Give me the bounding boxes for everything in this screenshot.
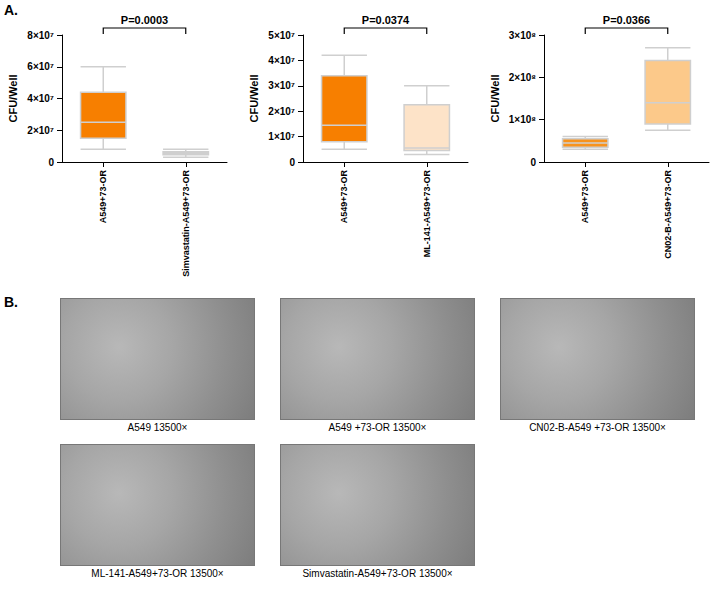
svg-text:5×10⁷: 5×10⁷: [268, 30, 295, 41]
svg-text:8×10⁷: 8×10⁷: [27, 30, 54, 41]
svg-text:4×10⁷: 4×10⁷: [27, 93, 54, 104]
svg-text:0: 0: [48, 157, 54, 168]
svg-text:CN02-B-A549+73-OR: CN02-B-A549+73-OR: [663, 170, 673, 259]
svg-text:2×10⁷: 2×10⁷: [27, 125, 54, 136]
svg-text:1×10⁷: 1×10⁷: [268, 131, 295, 142]
svg-text:CFU/Well: CFU/Well: [248, 74, 260, 122]
svg-text:A549+73-OR: A549+73-OR: [98, 170, 108, 224]
html-text:ML-141-A549+73-OR 13500×: ML-141-A549+73-OR 13500×: [91, 568, 224, 579]
html-text:A549 +73-OR 13500×: A549 +73-OR 13500×: [328, 422, 427, 433]
svg-text:2×10⁷: 2×10⁷: [268, 106, 295, 117]
svg-text:ML-141-A549+73-OR: ML-141-A549+73-OR: [422, 170, 432, 258]
html-text:A549 13500×: A549 13500×: [127, 422, 188, 433]
svg-text:3×10⁸: 3×10⁸: [509, 30, 537, 41]
svg-text:0: 0: [289, 157, 295, 168]
svg-text:P=0.0374: P=0.0374: [362, 14, 410, 26]
html-text:Simvastatin-A549+73-OR 13500×: Simvastatin-A549+73-OR 13500×: [302, 568, 453, 579]
svg-text:3×10⁷: 3×10⁷: [268, 80, 295, 91]
html-text:A.: A.: [4, 2, 18, 18]
svg-text:A549+73-OR: A549+73-OR: [339, 170, 349, 224]
html-text:CN02-B-A549 +73-OR 13500×: CN02-B-A549 +73-OR 13500×: [529, 422, 666, 433]
svg-text:6×10⁷: 6×10⁷: [27, 61, 54, 72]
svg-text:CFU/Well: CFU/Well: [7, 74, 19, 122]
svg-text:Simvastatin-A549+73-OR: Simvastatin-A549+73-OR: [181, 170, 191, 277]
svg-text:1×10⁸: 1×10⁸: [509, 114, 537, 125]
svg-text:2×10⁸: 2×10⁸: [509, 72, 537, 83]
svg-text:P=0.0003: P=0.0003: [121, 14, 168, 26]
html-text:B.: B.: [4, 294, 18, 310]
svg-text:P=0.0366: P=0.0366: [603, 14, 650, 26]
svg-text:A549+73-OR: A549+73-OR: [580, 170, 590, 224]
svg-text:0: 0: [530, 157, 536, 168]
svg-text:CFU/Well: CFU/Well: [489, 74, 501, 122]
svg-text:4×10⁷: 4×10⁷: [268, 55, 295, 66]
